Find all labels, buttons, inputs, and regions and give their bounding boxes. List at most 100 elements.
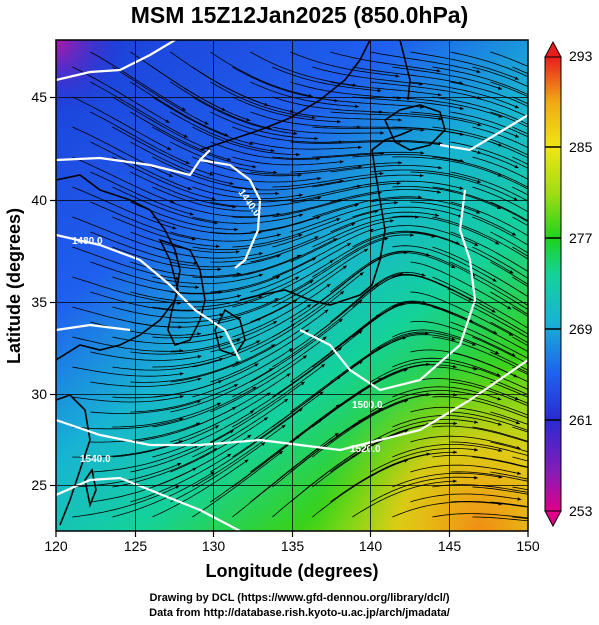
streamline-arrow bbox=[215, 425, 220, 429]
streamline bbox=[112, 96, 212, 151]
streamline-arrow bbox=[395, 74, 400, 78]
streamline bbox=[490, 51, 528, 67]
streamline-arrow bbox=[295, 276, 300, 281]
streamline-arrow bbox=[233, 384, 238, 388]
coastline-taiwan bbox=[84, 468, 97, 508]
streamline-arrow bbox=[474, 448, 478, 452]
streamline bbox=[72, 336, 184, 352]
streamline bbox=[72, 126, 173, 177]
streamline-arrow bbox=[179, 372, 184, 376]
streamline bbox=[432, 216, 528, 260]
coastline-asia bbox=[56, 174, 181, 361]
streamline bbox=[352, 303, 453, 338]
streamline bbox=[410, 406, 520, 425]
streamline-arrow bbox=[451, 264, 456, 268]
streamline bbox=[472, 186, 528, 213]
streamline bbox=[370, 169, 482, 183]
streamline bbox=[272, 192, 382, 218]
streamline-arrow bbox=[377, 346, 382, 351]
streamline-arrow bbox=[497, 396, 502, 401]
streamline bbox=[272, 96, 384, 113]
streamline-arrow bbox=[274, 298, 279, 302]
streamline-arrow bbox=[404, 459, 409, 463]
streamline-arrow bbox=[583, 224, 587, 228]
streamline bbox=[152, 386, 257, 428]
coastline-hokkaido bbox=[383, 104, 446, 151]
streamline bbox=[272, 299, 363, 368]
streamline-arrow bbox=[249, 410, 254, 415]
streamline-arrow bbox=[517, 471, 521, 475]
streamline bbox=[312, 196, 422, 218]
streamline-arrow bbox=[261, 442, 266, 446]
streamline-arrow bbox=[585, 373, 589, 376]
colorbar-tick-label: 285 bbox=[569, 139, 593, 155]
streamline bbox=[130, 231, 240, 253]
streamline bbox=[250, 346, 343, 413]
streamline bbox=[232, 156, 344, 166]
streamline bbox=[392, 501, 503, 518]
streamline bbox=[112, 335, 224, 344]
streamline bbox=[450, 411, 528, 431]
streamline-arrow bbox=[426, 362, 430, 367]
streamline bbox=[450, 291, 528, 335]
streamline bbox=[392, 245, 497, 282]
streamline-arrow bbox=[322, 336, 327, 341]
streamline-arrow bbox=[455, 241, 460, 245]
streamline bbox=[192, 450, 284, 518]
streamline bbox=[392, 472, 503, 488]
colorbar: 293 285 277 269 261 253 bbox=[544, 40, 593, 528]
streamline-arrow bbox=[459, 186, 464, 190]
streamline-arrow bbox=[564, 301, 568, 304]
streamline-arrow bbox=[311, 115, 316, 120]
streamline bbox=[370, 225, 479, 247]
streamline-arrow bbox=[451, 337, 456, 341]
streamline bbox=[210, 171, 322, 183]
y-tick-label: 40 bbox=[31, 192, 47, 208]
streamline bbox=[432, 96, 528, 125]
streamline-arrow bbox=[394, 200, 399, 205]
streamline bbox=[432, 513, 528, 519]
streamline-arrow bbox=[229, 181, 234, 186]
streamline-arrow bbox=[495, 241, 500, 245]
streamline-arrow bbox=[276, 233, 281, 237]
streamline bbox=[450, 501, 528, 508]
streamline bbox=[250, 111, 361, 128]
streamline bbox=[330, 300, 427, 353]
streamline bbox=[72, 186, 177, 230]
streamline bbox=[232, 446, 321, 518]
streamline-arrow bbox=[189, 212, 194, 216]
streamline bbox=[72, 366, 184, 377]
coastline-korea bbox=[158, 238, 206, 346]
streamline-arrow bbox=[535, 396, 539, 399]
streamline bbox=[410, 493, 522, 503]
streamline bbox=[410, 51, 519, 80]
streamline bbox=[450, 351, 528, 383]
streamline bbox=[352, 154, 464, 162]
streamline bbox=[370, 361, 478, 383]
y-tick-label: 35 bbox=[31, 294, 47, 310]
streamline bbox=[170, 276, 281, 295]
streamline bbox=[72, 485, 180, 518]
streamline bbox=[210, 329, 310, 383]
streamline-arrow bbox=[309, 280, 314, 284]
streamline bbox=[192, 66, 295, 113]
streamline bbox=[210, 236, 319, 263]
streamline-arrow bbox=[191, 237, 196, 241]
streamline-arrow bbox=[216, 244, 220, 249]
streamline-arrow bbox=[496, 372, 501, 377]
streamline-arrow bbox=[302, 355, 307, 360]
streamline bbox=[210, 51, 313, 97]
streamline-arrow bbox=[404, 429, 409, 433]
streamline-arrow bbox=[474, 420, 478, 424]
streamline bbox=[472, 366, 528, 390]
streamline bbox=[450, 111, 528, 138]
y-axis-title: Latitude (degrees) bbox=[4, 208, 24, 364]
streamline bbox=[272, 172, 384, 188]
streamline-arrow bbox=[167, 146, 172, 150]
streamline-arrow bbox=[438, 165, 442, 170]
x-tick-label: 120 bbox=[44, 538, 68, 554]
streamline bbox=[352, 230, 460, 248]
streamline-arrow bbox=[165, 119, 170, 123]
streamline-arrow bbox=[296, 435, 301, 439]
streamline bbox=[490, 231, 528, 254]
